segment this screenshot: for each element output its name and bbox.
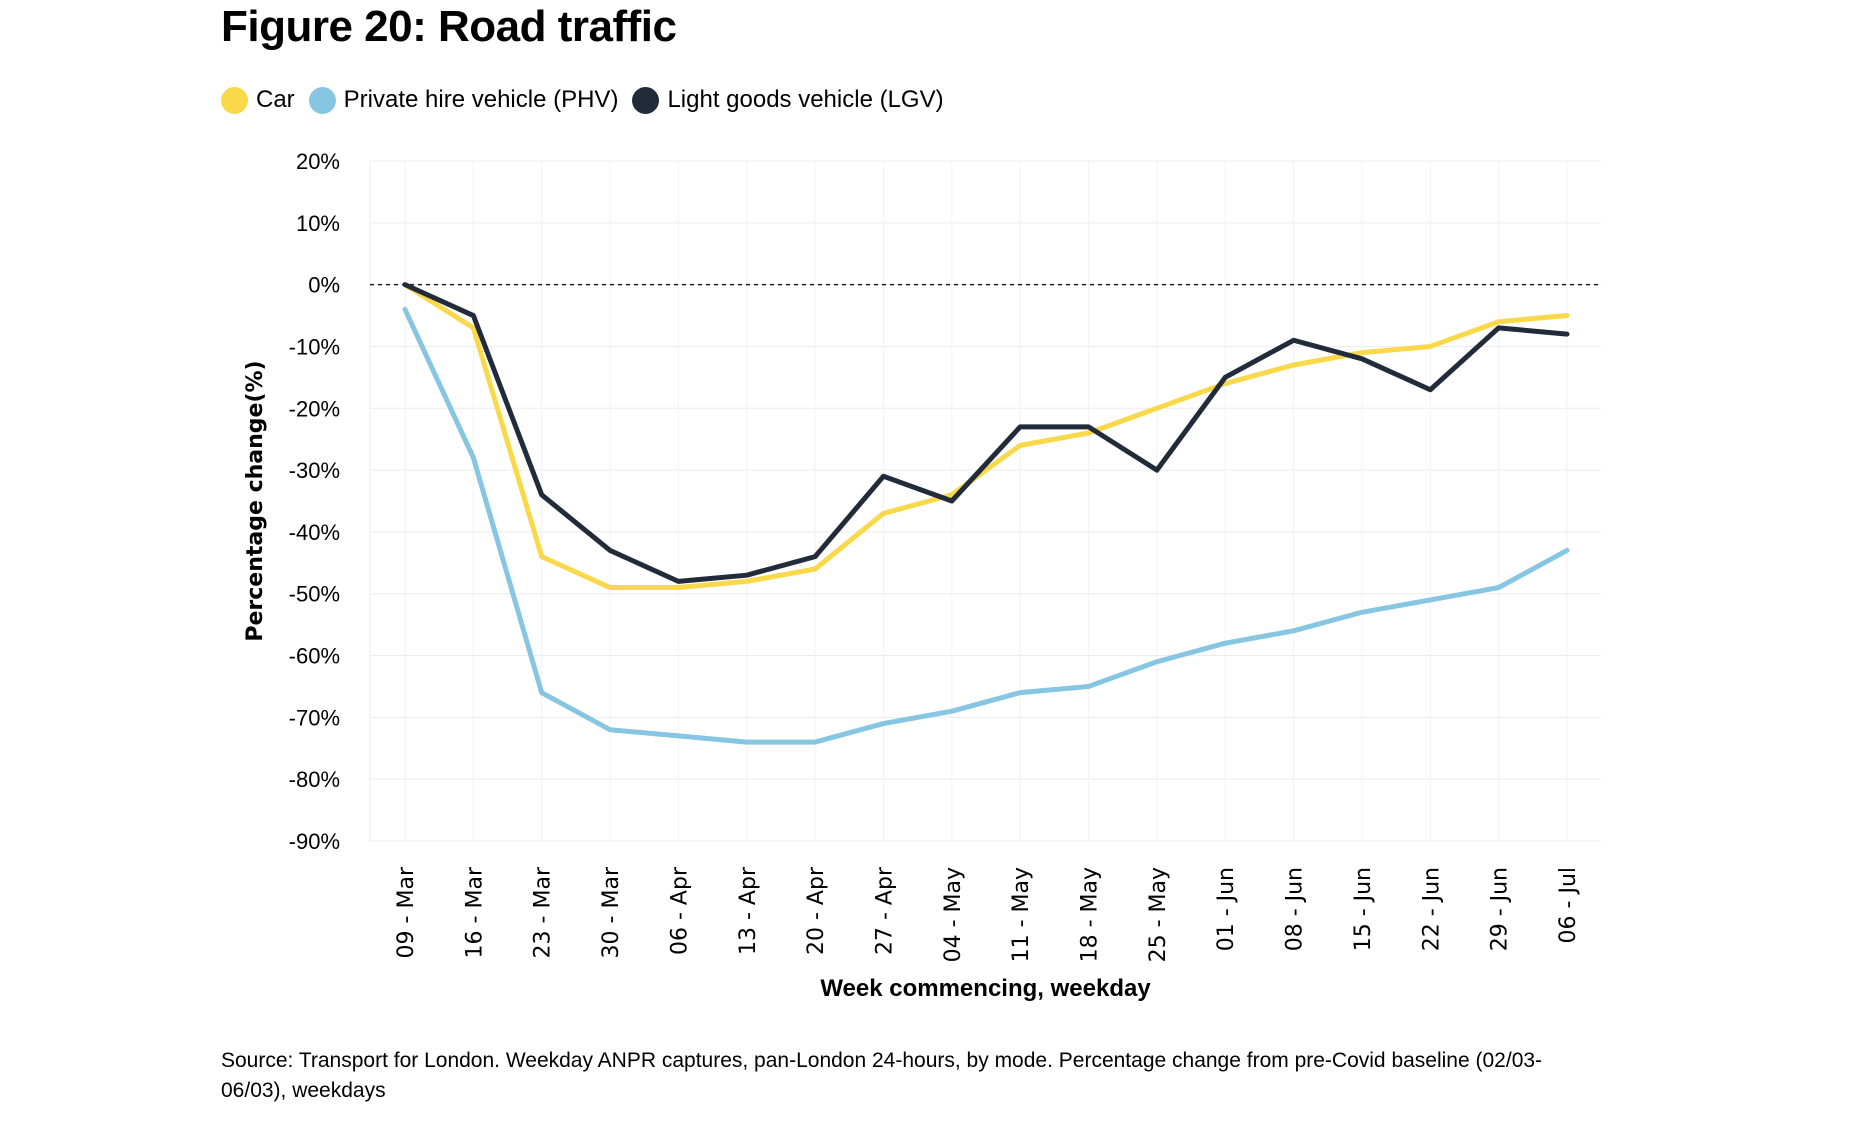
x-tick-label: 29 - Jun	[1488, 867, 1513, 951]
x-tick-label: 20 - Apr	[804, 866, 829, 955]
x-tick-label: 11 - May	[1009, 867, 1034, 962]
y-tick-label: -10%	[289, 334, 340, 359]
x-axis-label: Week commencing, weekday	[820, 975, 1151, 1002]
x-tick-label: 30 - Mar	[599, 866, 624, 958]
legend-label: Light goods vehicle (LGV)	[667, 86, 944, 113]
y-tick-label: -90%	[289, 829, 340, 854]
x-tick-label: 27 - Apr	[872, 866, 897, 955]
y-tick-label: -20%	[289, 396, 340, 421]
x-tick-label: 25 - May	[1146, 867, 1171, 962]
legend-swatch-phv	[308, 86, 336, 114]
series-line-car	[402, 282, 1570, 591]
x-tick-label: 22 - Jun	[1419, 867, 1444, 951]
x-tick-label: 13 - Apr	[736, 866, 761, 955]
y-tick-label: 0%	[308, 273, 340, 298]
legend-swatch-car	[221, 86, 248, 114]
legend-label: Private hire vehicle (PHV)	[343, 86, 619, 113]
legend: Car Private hire vehicle (PHV) Light goo…	[221, 86, 958, 114]
legend-item-lgv: Light goods vehicle (LGV)	[632, 86, 944, 114]
x-tick-label: 06 - Apr	[667, 866, 692, 955]
y-tick-label: -40%	[289, 520, 340, 545]
x-tick-label: 08 - Jun	[1283, 867, 1308, 951]
y-tick-label: -50%	[289, 582, 340, 607]
source-note: Source: Transport for London. Weekday AN…	[221, 1049, 1543, 1102]
legend-item-phv: Private hire vehicle (PHV)	[308, 86, 619, 114]
y-tick-label: 20%	[296, 149, 340, 174]
y-axis-label: Percentage change(%)	[243, 360, 268, 641]
legend-label: Car	[256, 86, 295, 113]
line-chart: 20% 10% 0% -10% -20% -30% -40% -50% -60% -70% -80%…	[243, 149, 1601, 1002]
series-line-phv	[402, 306, 1570, 745]
y-tick-label: -70%	[289, 705, 340, 730]
x-tick-label: 15 - Jun	[1351, 867, 1376, 951]
legend-swatch-lgv	[632, 86, 660, 114]
x-tick-label: 04 - May	[941, 867, 966, 962]
x-tick-label: 01 - Jun	[1214, 867, 1239, 951]
x-tick-label: 18 - May	[1078, 867, 1103, 962]
x-tick-label: 06 - Jul	[1556, 867, 1581, 943]
chart-title: Figure 20: Road traffic	[221, 2, 677, 51]
series-line-lgv	[402, 282, 1570, 584]
x-tick-label: 09 - Mar	[394, 866, 419, 958]
y-tick-label: -80%	[289, 767, 340, 792]
y-tick-label: 10%	[296, 211, 340, 236]
x-tick-label: 23 - Mar	[531, 866, 556, 958]
x-tick-label: 16 - Mar	[462, 866, 487, 958]
y-tick-label: -60%	[289, 644, 340, 669]
legend-item-car: Car	[221, 86, 295, 114]
y-tick-label: -30%	[289, 458, 340, 483]
